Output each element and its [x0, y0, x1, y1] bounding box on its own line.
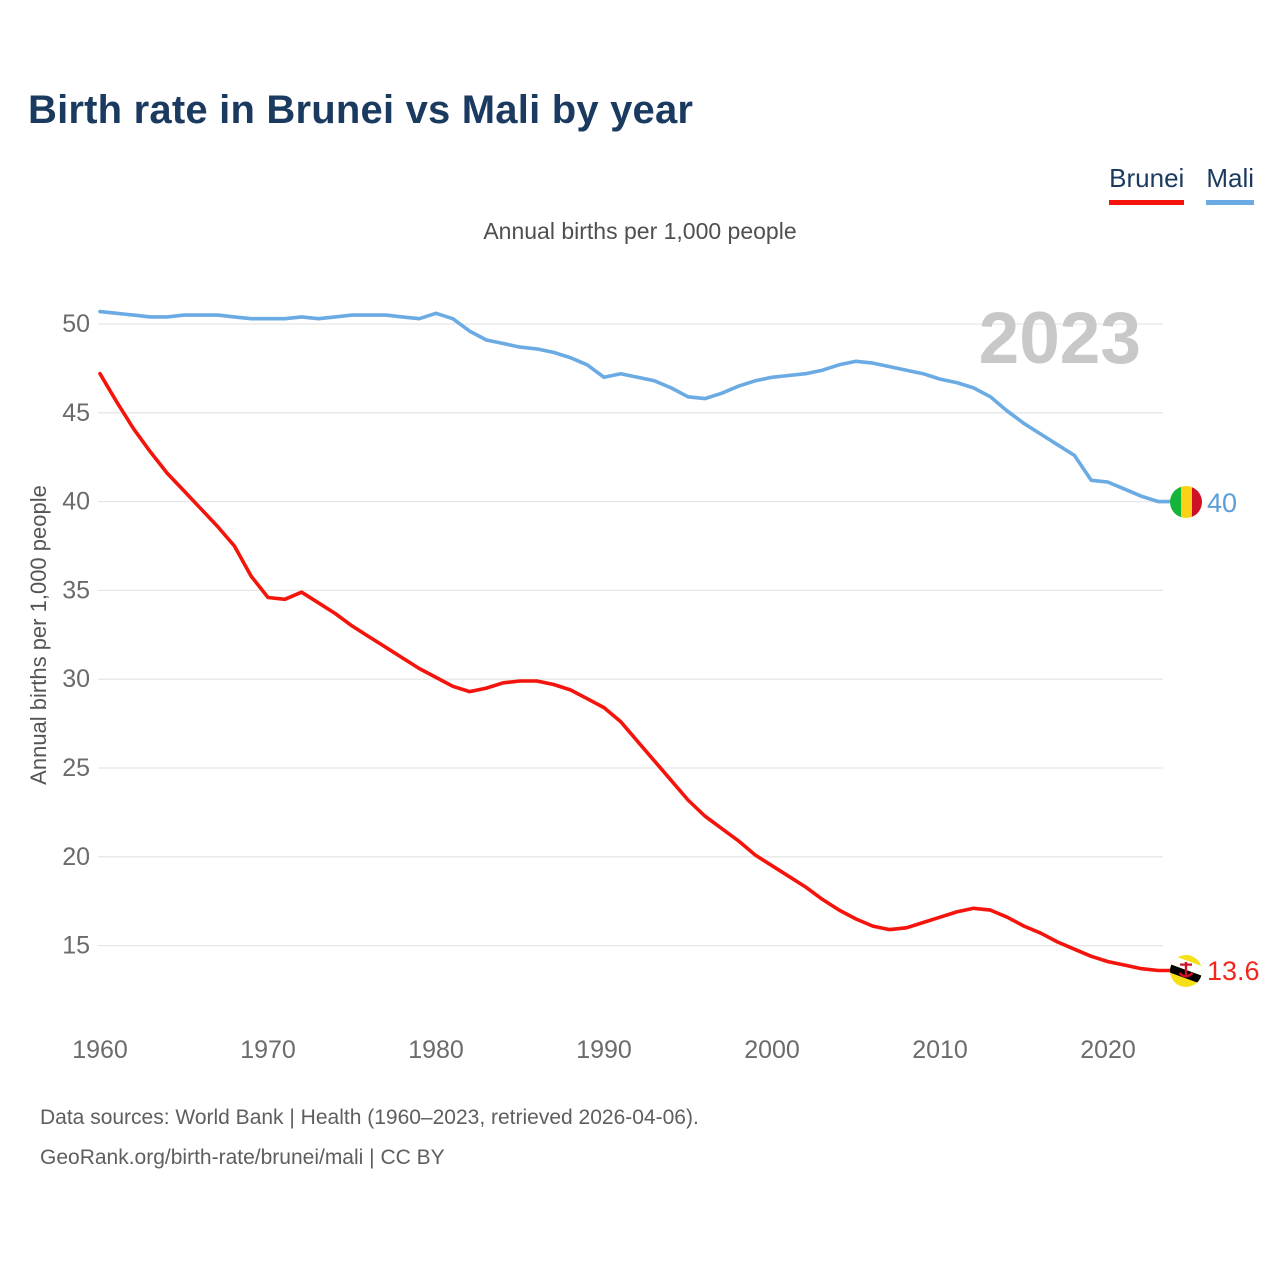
- y-axis-title: Annual births per 1,000 people: [26, 485, 51, 785]
- x-tick-labels: 1960 1970 1980 1990 2000 2010 2020: [72, 1036, 1136, 1064]
- page-title: Birth rate in Brunei vs Mali by year: [28, 88, 694, 132]
- gridlines: [98, 323, 1163, 947]
- x-tick-label: 1960: [72, 1036, 128, 1064]
- y-tick-label: 50: [62, 310, 90, 338]
- y-tick-label: 15: [62, 932, 90, 960]
- brunei-end-value-label: 13.6: [1207, 956, 1260, 986]
- x-tick-label: 1980: [408, 1036, 464, 1064]
- y-tick-label: 30: [62, 665, 90, 693]
- footer-attribution-line: GeoRank.org/birth-rate/brunei/mali | CC …: [40, 1146, 445, 1169]
- y-tick-label: 25: [62, 754, 90, 782]
- mali-flag-icon: [1170, 486, 1202, 518]
- brunei-crest: [1178, 962, 1194, 978]
- chart-subtitle: Annual births per 1,000 people: [483, 218, 797, 244]
- mali-end-value-label: 40: [1207, 488, 1237, 518]
- year-watermark: 2023: [979, 298, 1141, 379]
- y-tick-labels: 15 20 25 30 35 40 45 50: [62, 310, 90, 960]
- y-tick-label: 20: [62, 843, 90, 871]
- y-tick-label: 45: [62, 399, 90, 427]
- x-tick-label: 1990: [576, 1036, 632, 1064]
- y-tick-label: 40: [62, 488, 90, 516]
- x-tick-label: 2000: [744, 1036, 800, 1064]
- brunei-flag-icon: [1170, 955, 1202, 987]
- footer-sources-line: Data sources: World Bank | Health (1960–…: [40, 1106, 699, 1129]
- brunei-line: [98, 371, 1172, 973]
- x-tick-label: 1970: [240, 1036, 296, 1064]
- series-lines: [98, 309, 1172, 973]
- y-tick-label: 35: [62, 576, 90, 604]
- x-tick-label: 2020: [1080, 1036, 1136, 1064]
- legend: Brunei Mali: [1109, 163, 1254, 205]
- mali-line: [98, 309, 1172, 504]
- legend-item-brunei[interactable]: Brunei: [1109, 163, 1185, 205]
- footer: Data sources: World Bank | Health (1960–…: [40, 1098, 699, 1178]
- x-tick-label: 2010: [912, 1036, 968, 1064]
- legend-item-mali[interactable]: Mali: [1206, 163, 1254, 205]
